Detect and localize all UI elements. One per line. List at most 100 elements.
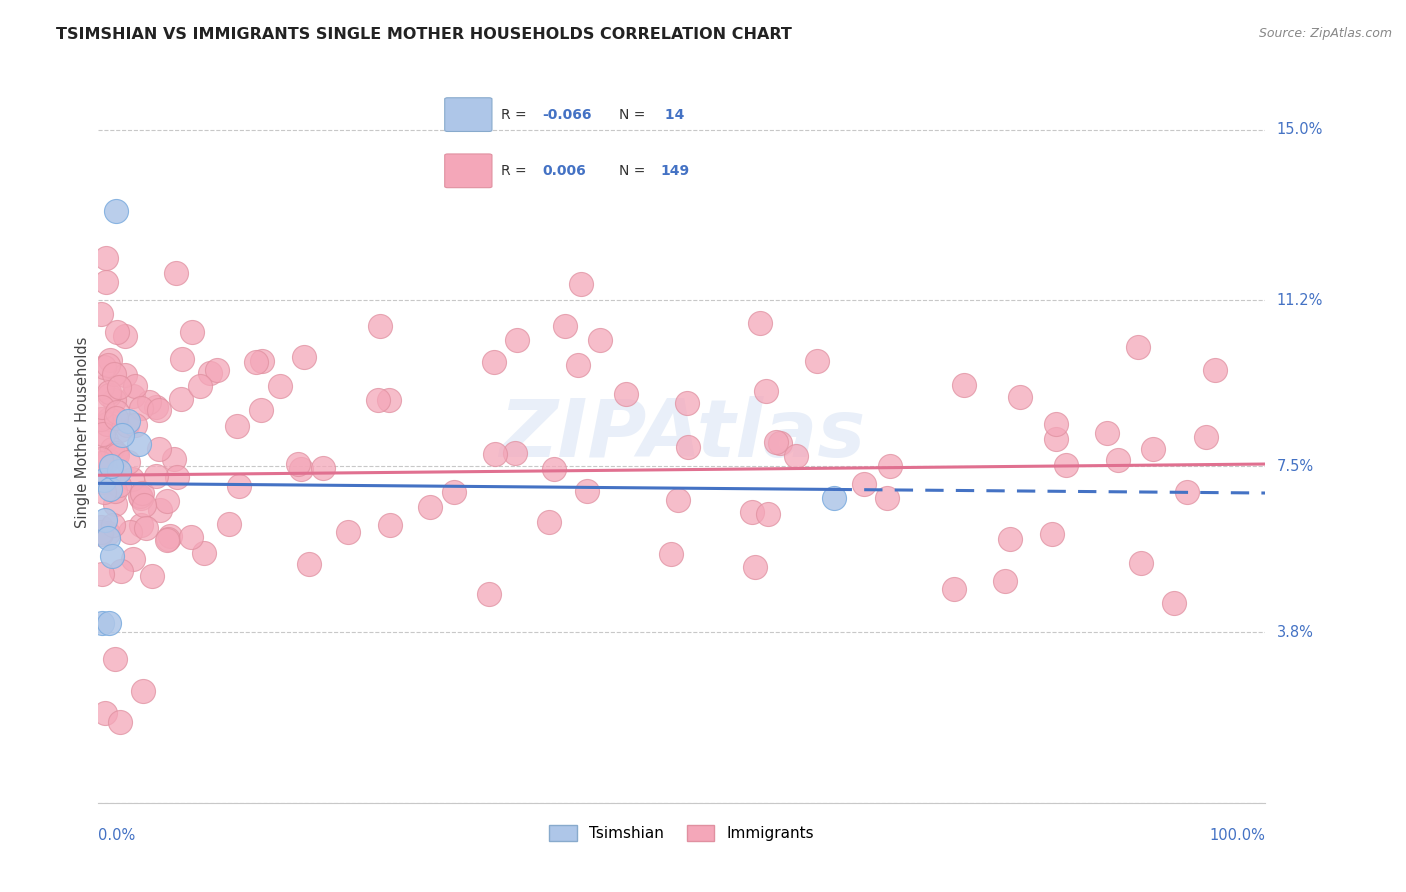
Point	[1045, 417, 1067, 432]
Point	[101, 442, 124, 456]
Text: 11.2%: 11.2%	[1277, 293, 1323, 308]
Point	[135, 521, 157, 535]
Text: 0.0%: 0.0%	[98, 828, 135, 843]
Point	[852, 477, 875, 491]
Point	[538, 515, 561, 529]
Text: R =: R =	[501, 108, 531, 122]
Point	[96, 275, 118, 289]
Point	[122, 389, 145, 403]
Point	[145, 401, 167, 415]
Text: 7.5%: 7.5%	[1277, 458, 1313, 474]
Point	[1095, 425, 1118, 440]
Text: N =: N =	[619, 108, 650, 122]
Point	[741, 505, 763, 519]
Point	[108, 714, 131, 729]
Point	[148, 442, 170, 456]
Point	[105, 405, 128, 419]
Point	[290, 462, 312, 476]
Text: 3.8%: 3.8%	[1277, 624, 1313, 640]
Point	[131, 486, 153, 500]
Point	[98, 353, 121, 368]
Point	[157, 532, 180, 546]
Point	[104, 483, 127, 498]
Point	[129, 489, 152, 503]
Point	[368, 318, 391, 333]
Point	[659, 547, 682, 561]
Point	[1163, 596, 1185, 610]
Point	[145, 468, 167, 483]
Point	[207, 362, 229, 376]
Point	[100, 459, 122, 474]
Text: -0.066: -0.066	[543, 108, 592, 122]
Point	[676, 396, 699, 410]
Point	[91, 400, 114, 414]
Point	[117, 455, 139, 469]
Point	[749, 317, 772, 331]
Point	[114, 329, 136, 343]
Text: 0.006: 0.006	[543, 164, 586, 178]
Point	[90, 379, 112, 393]
Point	[769, 436, 792, 450]
Point	[785, 450, 807, 464]
Point	[90, 520, 112, 534]
Point	[1000, 533, 1022, 547]
Point	[378, 518, 401, 533]
Y-axis label: Single Mother Households: Single Mother Households	[75, 337, 90, 528]
Point	[97, 412, 120, 426]
Point	[193, 545, 215, 559]
Point	[96, 417, 118, 431]
Point	[90, 616, 112, 631]
Point	[765, 435, 787, 450]
Point	[943, 582, 966, 597]
Point	[94, 251, 117, 265]
Point	[94, 706, 117, 720]
Point	[90, 526, 112, 541]
Text: R =: R =	[501, 164, 531, 178]
Point	[98, 482, 121, 496]
Point	[575, 483, 598, 498]
Point	[129, 491, 152, 506]
FancyBboxPatch shape	[444, 98, 492, 131]
Point	[170, 392, 193, 407]
Point	[312, 460, 335, 475]
Point	[170, 352, 193, 367]
Point	[97, 387, 120, 401]
Point	[96, 434, 118, 448]
Point	[188, 378, 211, 392]
Point	[180, 530, 202, 544]
Point	[90, 456, 112, 470]
Point	[120, 525, 142, 540]
Point	[666, 493, 689, 508]
Point	[676, 440, 699, 454]
Text: 15.0%: 15.0%	[1277, 122, 1323, 137]
Point	[103, 518, 125, 533]
Point	[105, 448, 128, 462]
Point	[287, 458, 309, 472]
Point	[93, 485, 115, 500]
Point	[503, 446, 526, 460]
Text: Source: ZipAtlas.com: Source: ZipAtlas.com	[1258, 27, 1392, 40]
Point	[90, 525, 112, 540]
Point	[97, 453, 120, 467]
Point	[94, 513, 117, 527]
Point	[1204, 362, 1226, 376]
Point	[117, 414, 139, 428]
Point	[1107, 453, 1129, 467]
Point	[108, 477, 131, 491]
Point	[250, 353, 273, 368]
Point	[93, 360, 115, 375]
Point	[1195, 430, 1218, 444]
Point	[101, 549, 124, 563]
Point	[97, 526, 120, 541]
Point	[443, 484, 465, 499]
Point	[1130, 556, 1153, 570]
Point	[806, 354, 828, 368]
Point	[124, 379, 146, 393]
Point	[163, 452, 186, 467]
Text: TSIMSHIAN VS IMMIGRANTS SINGLE MOTHER HOUSEHOLDS CORRELATION CHART: TSIMSHIAN VS IMMIGRANTS SINGLE MOTHER HO…	[56, 27, 792, 42]
Point	[121, 552, 143, 566]
Point	[337, 524, 360, 539]
Point	[141, 569, 163, 583]
Point	[111, 428, 134, 442]
Point	[110, 564, 132, 578]
